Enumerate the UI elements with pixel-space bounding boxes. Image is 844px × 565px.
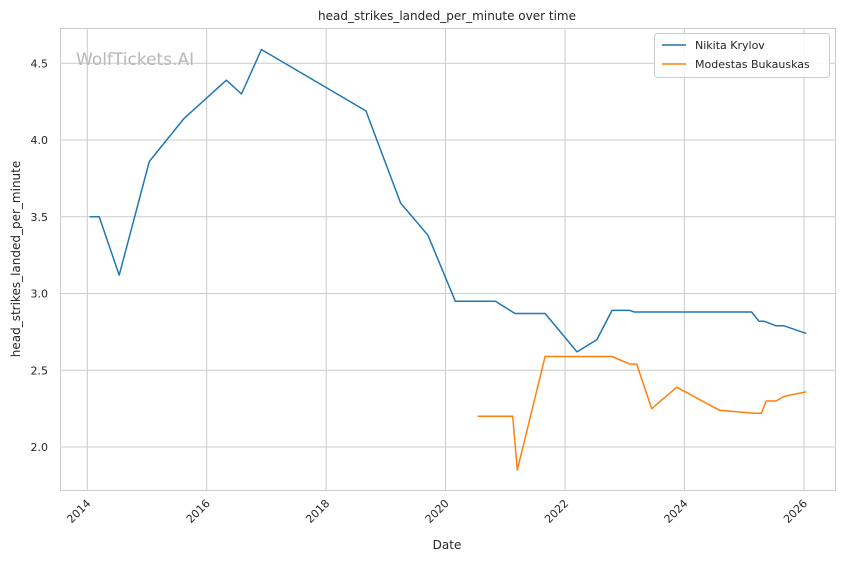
x-axis-label: Date <box>433 538 462 552</box>
tick-labels: 2014 2016 2018 2020 2022 2024 2026 2.0 2.5 3.0 3.5… <box>31 57 811 526</box>
series-lines <box>89 48 807 471</box>
y-tick-label: 3.5 <box>31 211 49 224</box>
legend-label-nikita-krylov: Nikita Krylov <box>695 39 765 52</box>
x-tick-label: 2018 <box>303 497 332 526</box>
y-tick-label: 4.5 <box>31 57 49 70</box>
y-axis-label: head_strikes_landed_per_minute <box>9 161 23 358</box>
x-tick-label: 2014 <box>64 497 93 526</box>
legend-label-modestas-bukauskas: Modestas Bukauskas <box>695 58 810 71</box>
legend: Nikita Krylov Modestas Bukauskas <box>654 33 830 78</box>
chart-title: head_strikes_landed_per_minute over time <box>318 9 576 23</box>
grid <box>60 28 835 490</box>
legend-box <box>654 33 830 78</box>
x-tick-label: 2022 <box>542 497 571 526</box>
x-tick-label: 2020 <box>423 497 452 526</box>
series-line-nikita-krylov <box>89 48 807 353</box>
x-tick-label: 2016 <box>184 497 213 526</box>
y-tick-label: 2.0 <box>31 441 49 454</box>
series-line-modestas-bukauskas <box>477 355 807 471</box>
x-tick-label: 2024 <box>662 497 691 526</box>
y-tick-label: 4.0 <box>31 134 49 147</box>
y-tick-label: 3.0 <box>31 288 49 301</box>
plot-frame <box>60 28 836 491</box>
watermark-text: WolfTickets.AI <box>76 50 194 70</box>
x-tick-label: 2026 <box>781 497 810 526</box>
y-tick-label: 2.5 <box>31 364 49 377</box>
